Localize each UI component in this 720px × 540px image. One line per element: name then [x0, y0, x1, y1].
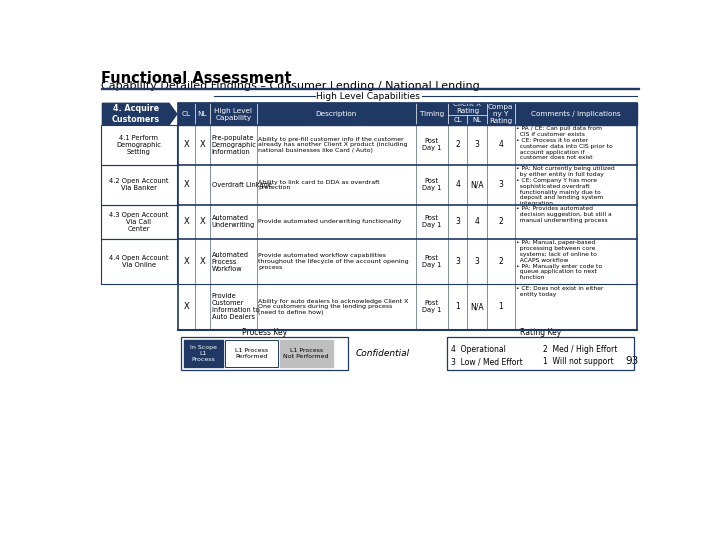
Text: 1  Will not support: 1 Will not support — [544, 357, 614, 367]
Text: NL: NL — [197, 111, 207, 117]
Text: 1: 1 — [498, 302, 503, 312]
Text: 1: 1 — [455, 302, 460, 312]
Text: L1 Process
Performed: L1 Process Performed — [235, 348, 268, 359]
Text: • PA: Provides automated
  decision suggestion, but still a
  manual underwritin: • PA: Provides automated decision sugges… — [516, 206, 612, 223]
Text: Provide
Customer
Information to
Auto Dealers: Provide Customer Information to Auto Dea… — [212, 293, 259, 320]
Text: 3  Low / Med Effort: 3 Low / Med Effort — [451, 357, 523, 367]
Text: 4: 4 — [455, 180, 460, 190]
Bar — [179, 125, 637, 165]
Text: • PA / CE: Can pull data from
  CIS if customer exists
• CE: Process it to enter: • PA / CE: Can pull data from CIS if cus… — [516, 126, 613, 160]
Text: Confidential: Confidential — [356, 349, 410, 358]
Bar — [225, 340, 277, 367]
Bar — [181, 338, 348, 370]
Text: X: X — [199, 140, 205, 150]
Text: 3: 3 — [455, 257, 460, 266]
Bar — [101, 125, 177, 165]
Bar — [179, 103, 637, 125]
Text: X: X — [184, 140, 189, 150]
Text: Process Key: Process Key — [242, 328, 287, 338]
Text: N/A: N/A — [470, 302, 484, 312]
Text: X: X — [184, 180, 189, 190]
Text: N/A: N/A — [470, 180, 484, 190]
Text: 4: 4 — [474, 218, 480, 226]
Bar — [280, 340, 333, 367]
Text: Comments / Implications: Comments / Implications — [531, 111, 621, 117]
Bar — [184, 340, 222, 367]
Text: Description: Description — [315, 111, 356, 117]
Text: 4  Operational: 4 Operational — [451, 345, 506, 354]
Text: Automated
Underwriting: Automated Underwriting — [212, 215, 255, 228]
Bar — [446, 338, 634, 370]
Text: 2: 2 — [498, 218, 503, 226]
Bar — [101, 205, 177, 239]
Text: Provide automated workflow capabilities
throughout the lifecycle of the account : Provide automated workflow capabilities … — [258, 253, 409, 270]
Text: 4.4 Open Account
Via Online: 4.4 Open Account Via Online — [109, 255, 168, 268]
Text: L1 Process
Not Performed: L1 Process Not Performed — [284, 348, 329, 359]
Text: Overdraft Linkage: Overdraft Linkage — [212, 182, 271, 188]
Text: 4.1 Perform
Demographic
Setting: 4.1 Perform Demographic Setting — [117, 135, 161, 155]
Text: Post
Day 1: Post Day 1 — [422, 178, 441, 191]
Text: Timing: Timing — [420, 111, 444, 117]
Text: 4.3 Open Account
Via Call
Center: 4.3 Open Account Via Call Center — [109, 212, 168, 232]
Text: 3: 3 — [498, 180, 503, 190]
Text: Functional Assessment: Functional Assessment — [101, 71, 292, 86]
Text: 4.2 Open Account
Via Banker: 4.2 Open Account Via Banker — [109, 178, 168, 191]
Text: X: X — [184, 302, 189, 312]
Text: 3: 3 — [474, 140, 480, 150]
Text: High Level
Capability: High Level Capability — [215, 107, 253, 120]
Text: Client X
Rating: Client X Rating — [454, 101, 482, 114]
Text: Provide automated underwriting functionality: Provide automated underwriting functiona… — [258, 219, 402, 225]
Text: Post
Day 1: Post Day 1 — [422, 215, 441, 228]
Text: CL: CL — [182, 111, 191, 117]
Text: 2: 2 — [498, 257, 503, 266]
Text: 3: 3 — [455, 218, 460, 226]
Text: 4. Acquire
Customers: 4. Acquire Customers — [112, 104, 160, 124]
Bar — [179, 165, 637, 205]
Text: Post
Day 1: Post Day 1 — [422, 300, 441, 313]
Bar — [179, 205, 637, 239]
Text: X: X — [184, 257, 189, 266]
Text: Compa
ny Y
Rating: Compa ny Y Rating — [488, 104, 513, 124]
Text: • PA: Not currently being utilized
  by either entity in full today
• CE: Compan: • PA: Not currently being utilized by ei… — [516, 166, 615, 206]
Text: X: X — [199, 218, 205, 226]
Bar — [179, 239, 637, 284]
Text: Automated
Process
Workflow: Automated Process Workflow — [212, 252, 248, 272]
Bar — [179, 284, 637, 330]
Text: X: X — [184, 218, 189, 226]
Text: • CE: Does not exist in either
  entity today: • CE: Does not exist in either entity to… — [516, 286, 604, 296]
Text: Rating Key: Rating Key — [520, 328, 561, 338]
Text: • PA: Manual, paper-based
  processing between core
  systems; lack of online to: • PA: Manual, paper-based processing bet… — [516, 240, 603, 280]
Text: CL: CL — [454, 117, 462, 123]
Text: High Level Capabilities: High Level Capabilities — [316, 92, 420, 101]
Text: 3: 3 — [474, 257, 480, 266]
Text: Ability to link card to DDA as overdraft
protection: Ability to link card to DDA as overdraft… — [258, 179, 380, 190]
Polygon shape — [102, 103, 177, 125]
Text: NL: NL — [472, 117, 482, 123]
Text: Pre-populate
Demographic
Information: Pre-populate Demographic Information — [212, 135, 256, 155]
Text: Post
Day 1: Post Day 1 — [422, 138, 441, 151]
Text: In Scope
L1
Process: In Scope L1 Process — [189, 345, 217, 362]
Text: 2: 2 — [455, 140, 460, 150]
Text: 2  Med / High Effort: 2 Med / High Effort — [544, 345, 618, 354]
Text: Post
Day 1: Post Day 1 — [422, 255, 441, 268]
Bar — [101, 165, 177, 205]
Bar — [179, 103, 637, 330]
Text: X: X — [199, 257, 205, 266]
Text: Capability Detailed Findings – Consumer Lending / National Lending: Capability Detailed Findings – Consumer … — [101, 81, 480, 91]
Text: 93: 93 — [626, 356, 639, 366]
Text: 4: 4 — [498, 140, 503, 150]
Text: Ability to pre-fill customer info if the customer
already has another Client X p: Ability to pre-fill customer info if the… — [258, 137, 408, 153]
Bar — [101, 87, 639, 90]
Text: Ability for auto dealers to acknowledge Client X
One customers during the lendin: Ability for auto dealers to acknowledge … — [258, 299, 408, 315]
Bar — [101, 239, 177, 284]
